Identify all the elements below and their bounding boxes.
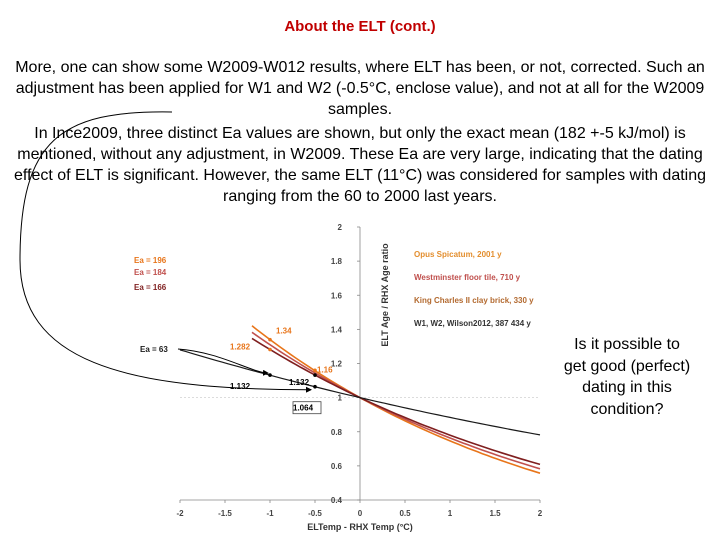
series-line-ea-196	[251, 325, 541, 474]
annotation-point	[313, 368, 317, 373]
y-tick-label: 2	[338, 223, 343, 232]
annotation-point	[313, 373, 317, 377]
x-tick-label: 0	[358, 509, 363, 518]
y-tick-label: 1.8	[331, 257, 343, 266]
legend-entry: Westminster floor tile, 710 y	[414, 273, 521, 282]
x-tick-label: 0.5	[399, 509, 411, 518]
x-axis-label: ELTemp - RHX Temp (°C)	[307, 522, 413, 532]
series-line-ea-166	[251, 337, 541, 466]
paragraph-1: More, one can show some W2009-W012 resul…	[15, 59, 705, 118]
arrow-from-text	[19, 111, 312, 393]
annotation-point	[313, 384, 317, 389]
series-label-ea-63: Ea = 63	[140, 345, 168, 354]
series-label-ea-166: Ea = 166	[134, 283, 167, 292]
x-tick-label: -1.5	[218, 509, 232, 518]
y-tick-label: 1	[338, 394, 343, 403]
annotation-label: 1.064	[293, 404, 314, 413]
annotation-label: 1.132	[230, 382, 251, 391]
legend-entry: Opus Spicatum, 2001 y	[414, 250, 502, 259]
chart-arrows	[19, 111, 312, 393]
y-axis-label: ELT Age / RHX Age ratio	[380, 243, 390, 347]
legend-entry: W1, W2, Wilson2012, 387 434 y	[414, 319, 531, 328]
paragraph-2: In Ince2009, three distinct Ea values ar…	[13, 125, 707, 205]
arrow-ea63	[177, 348, 269, 376]
annotation-label: 1.282	[230, 343, 251, 352]
series-line-ea-184	[251, 331, 541, 470]
series-label-ea-184: Ea = 184	[134, 268, 167, 277]
y-tick-label: 0.6	[331, 462, 343, 471]
x-tick-label: -1	[266, 509, 274, 518]
y-tick-label: 1.4	[331, 325, 343, 334]
y-tick-label: 1.6	[331, 291, 343, 300]
chart-axes: -2 -1.5 -1 -0.5 0 0.5 1 1.5 2 0.4 0.6 0.8 1 1.2 1.4 1.6…	[176, 223, 542, 532]
y-tick-label: 1.2	[331, 360, 343, 369]
chart-legend: Ea = 196 Ea = 184 Ea = 166 Ea = 63 Opus Spic…	[134, 250, 534, 354]
x-tick-label: 1	[448, 509, 453, 518]
y-tick-label: 0.4	[331, 496, 343, 505]
series-line-ea-63	[179, 349, 541, 436]
x-tick-label: -2	[176, 509, 184, 518]
slide-title: About the ELT (cont.)	[284, 18, 436, 35]
x-tick-label: 2	[538, 509, 543, 518]
y-tick-label: 0.8	[331, 428, 343, 437]
series-label-ea-196: Ea = 196	[134, 256, 167, 265]
callout-box	[292, 401, 322, 415]
annotation-point	[268, 373, 272, 377]
annotation-label: 1.34	[276, 327, 292, 336]
chart-annotations: 1.34 1.282 1.16 1.132 1.132 1.064	[230, 327, 333, 415]
chart-series	[179, 325, 541, 474]
annotation-label: 1.16	[317, 365, 333, 374]
annotation-point	[268, 347, 272, 352]
annotation-label: 1.132	[289, 378, 310, 387]
legend-entry: King Charles II clay brick, 330 y	[414, 296, 534, 305]
question-text: Is it possible to get good (perfect) dat…	[563, 336, 691, 418]
annotation-point	[268, 337, 272, 342]
x-tick-label: 1.5	[489, 509, 501, 518]
x-tick-label: -0.5	[308, 509, 322, 518]
